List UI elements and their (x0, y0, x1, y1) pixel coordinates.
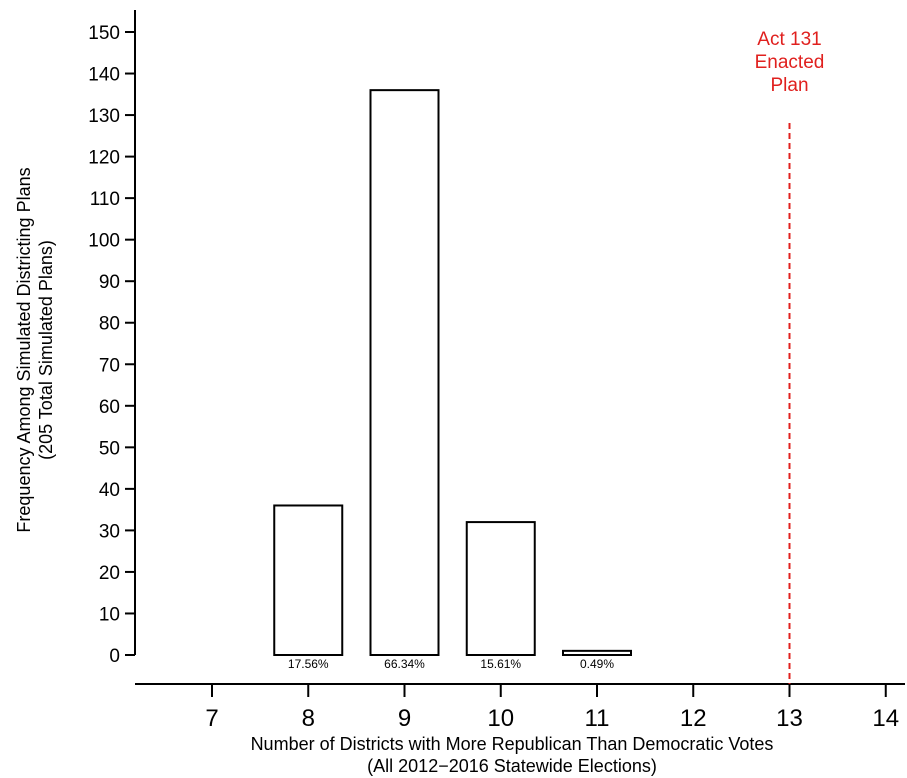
y-tick-label: 150 (88, 23, 120, 44)
bar-percent-label: 0.49% (580, 657, 614, 671)
y-tick-label: 40 (99, 480, 120, 501)
x-tick-label: 8 (302, 705, 315, 732)
x-axis-sublabel: (All 2012−2016 Statewide Elections) (367, 756, 657, 776)
x-tick-label: 7 (205, 705, 218, 732)
y-tick-label: 90 (99, 272, 120, 293)
y-tick-label: 0 (109, 646, 120, 667)
bar (562, 649, 632, 657)
x-tick-label: 14 (872, 705, 899, 732)
y-axis-sublabel: (205 Total Simulated Plans) (36, 240, 56, 460)
bar (369, 89, 440, 656)
x-axis: 7 8 9 10 11 12 13 14 (135, 683, 905, 732)
bars: 17.56% 66.34% 15.61% 0.49% (273, 89, 632, 671)
y-tick-label: 110 (90, 189, 120, 210)
y-tick-label: 80 (99, 314, 120, 335)
reference-line-label: Enacted (755, 52, 825, 73)
y-tick-label: 120 (88, 148, 120, 169)
y-tick-label: 10 (99, 604, 120, 625)
reference-line-label: Plan (770, 75, 808, 96)
x-tick-label: 9 (398, 705, 411, 732)
bar (465, 521, 536, 656)
y-tick-label: 130 (88, 106, 120, 127)
x-axis-label: Number of Districts with More Republican… (251, 734, 774, 754)
bar-percent-label: 66.34% (384, 657, 425, 671)
y-tick-label: 140 (88, 65, 120, 86)
x-tick-label: 13 (776, 705, 803, 732)
bar-percent-label: 15.61% (480, 657, 521, 671)
bar (273, 504, 344, 657)
y-tick-label: 100 (88, 231, 120, 252)
y-tick-label: 30 (99, 521, 120, 542)
reference-line-label: Act 131 (757, 29, 821, 50)
x-tick-label: 11 (585, 705, 610, 732)
y-tick-label: 60 (99, 397, 120, 418)
y-axis-label: Frequency Among Simulated Districting Pl… (14, 167, 34, 532)
bar-percent-label: 17.56% (288, 657, 329, 671)
y-tick-label: 70 (99, 355, 120, 376)
y-tick-label: 20 (99, 563, 120, 584)
y-tick-label: 50 (99, 438, 120, 459)
x-tick-label: 10 (487, 705, 514, 732)
y-axis: 0 10 20 30 40 50 60 70 80 90 100 110 120 130 140 150 (88, 10, 136, 667)
x-tick-label: 12 (680, 705, 707, 732)
